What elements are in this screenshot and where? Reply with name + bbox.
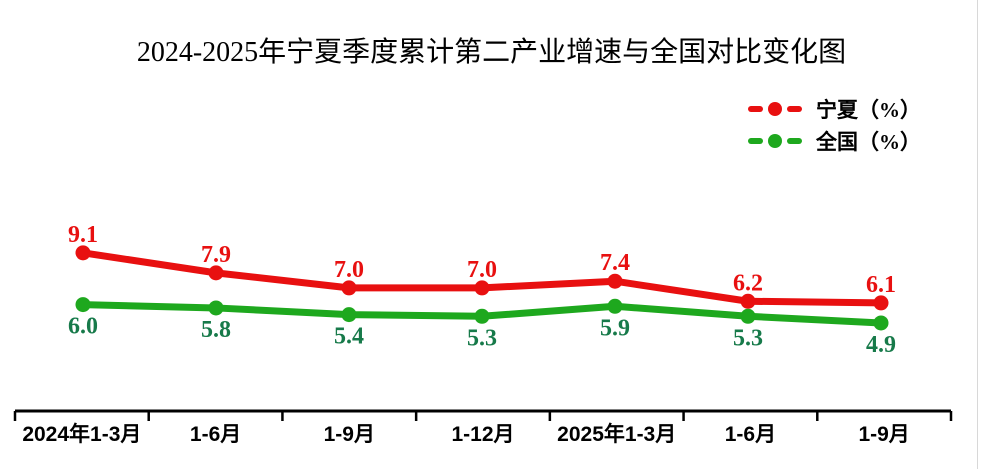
data-label: 7.9 (201, 242, 231, 268)
legend-item-ningxia: 宁夏（%） (748, 94, 921, 123)
data-label: 5.8 (201, 317, 231, 343)
data-point (75, 297, 91, 313)
legend-label: 全国（%） (816, 129, 921, 154)
data-point (208, 265, 224, 281)
data-point (474, 308, 490, 324)
data-label: 6.0 (68, 314, 98, 340)
data-point (873, 295, 889, 311)
data-label: 7.0 (467, 257, 497, 283)
line-marker-icon (748, 133, 802, 148)
line-marker-icon (748, 101, 802, 116)
data-point (607, 298, 623, 314)
x-axis-label: 1-12月 (451, 423, 514, 446)
chart-title: 2024-2025年宁夏季度累计第二产业增速与全国对比变化图 (136, 37, 847, 68)
data-label: 5.9 (600, 315, 630, 341)
data-label: 7.0 (334, 257, 364, 283)
data-label: 4.9 (866, 332, 896, 358)
chart-frame-right-edge (977, 0, 978, 469)
data-label: 5.3 (467, 325, 497, 351)
data-point (341, 280, 357, 296)
legend-label: 宁夏（%） (816, 97, 921, 122)
data-label: 5.3 (733, 325, 763, 351)
data-point (607, 273, 623, 289)
legend-item-national: 全国（%） (748, 126, 921, 155)
data-point (740, 293, 756, 309)
data-label: 5.4 (334, 324, 364, 350)
x-axis-label: 1-9月 (858, 423, 909, 446)
data-label: 6.1 (866, 272, 896, 298)
legend: 宁夏（%） 全国（%） (748, 94, 921, 155)
x-axis-label: 1-9月 (324, 423, 375, 446)
data-point (873, 315, 889, 331)
data-point (474, 280, 490, 296)
data-point (208, 300, 224, 316)
x-axis-label: 2025年1-3月 (557, 422, 676, 446)
x-axis-label: 1-6月 (725, 423, 776, 446)
data-point (341, 307, 357, 323)
data-label: 9.1 (68, 222, 98, 248)
x-axis-label: 1-6月 (190, 423, 241, 446)
data-label: 6.2 (733, 270, 763, 296)
data-label: 7.4 (600, 250, 630, 276)
data-point (75, 245, 91, 261)
x-axis-label: 2024年1-3月 (22, 422, 141, 446)
data-point (740, 308, 756, 324)
